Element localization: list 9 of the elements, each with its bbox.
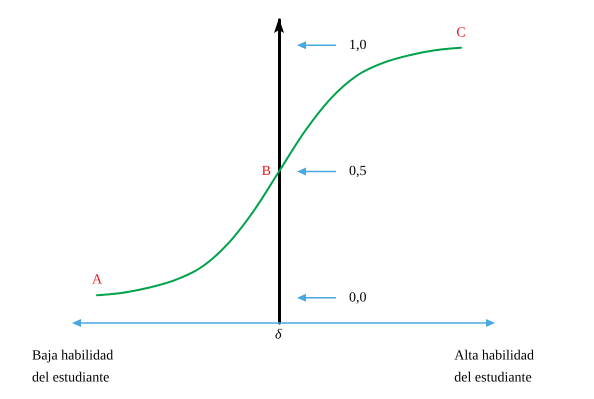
- annotation: B: [262, 164, 271, 179]
- y-tick-label: 1,0: [349, 38, 366, 53]
- annotation: A: [92, 272, 103, 288]
- y-tick-label: 0,0: [349, 290, 366, 306]
- text: δ: [275, 328, 282, 342]
- text: Alta habilidad del estudiante: [454, 348, 534, 386]
- y-tick-label: 0,5: [349, 164, 366, 179]
- annotation: C: [456, 25, 466, 40]
- text: Baja habilidad del estudiante: [32, 348, 114, 386]
